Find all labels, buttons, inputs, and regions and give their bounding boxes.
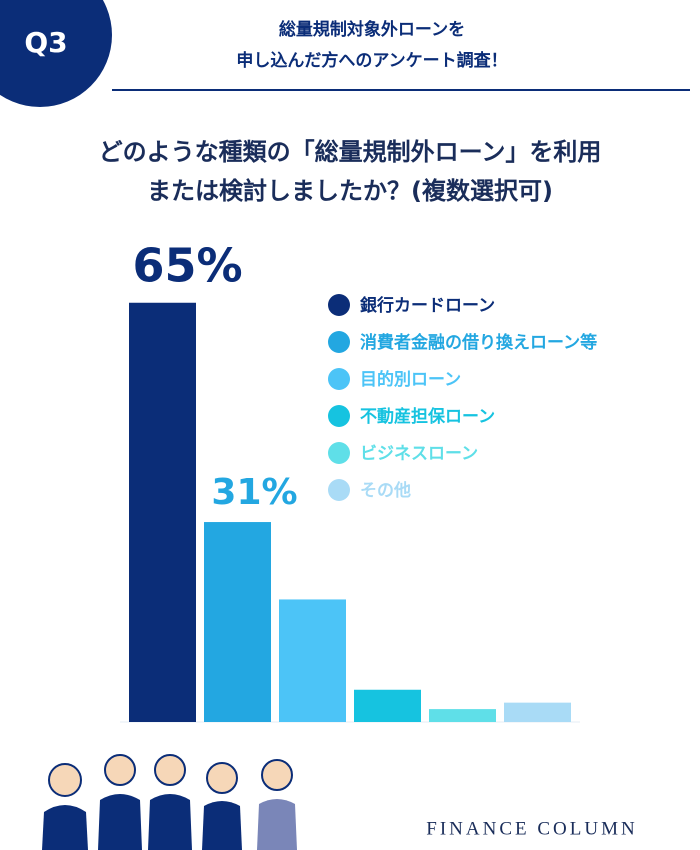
bar xyxy=(354,689,421,722)
legend-label: 消費者金融の借り換えローン等 xyxy=(360,332,597,353)
badge-circle xyxy=(0,0,112,107)
person xyxy=(202,762,242,850)
person xyxy=(257,759,297,850)
bar xyxy=(129,302,196,722)
chart-title: どのような種類の「総量規制外ローン」を利用 xyxy=(99,138,602,166)
bar xyxy=(204,522,271,722)
bar xyxy=(429,709,496,722)
bar xyxy=(504,702,571,722)
value-label: 65% xyxy=(132,238,242,292)
person xyxy=(42,763,88,850)
header-line: 総量規制対象外ローンを xyxy=(279,19,465,40)
legend-marker xyxy=(328,368,350,390)
value-label: 31% xyxy=(211,472,297,513)
legend-label: ビジネスローン xyxy=(360,444,478,464)
people xyxy=(42,754,297,850)
legend-label: その他 xyxy=(360,480,411,501)
legend-label: 銀行カードローン xyxy=(360,295,495,316)
legend-marker xyxy=(328,331,350,353)
footer: FINANCE COLUMN xyxy=(426,818,637,839)
legend-marker xyxy=(328,405,350,427)
legend-marker xyxy=(328,479,350,501)
person xyxy=(98,754,142,850)
chart-title: または検討しましたか？(複数選択可) xyxy=(147,177,553,205)
header-line: 申し込んだ方へのアンケート調査！ xyxy=(236,50,507,71)
legend-marker xyxy=(328,442,350,464)
bar xyxy=(279,599,346,722)
legend-marker xyxy=(328,294,350,316)
legend-label: 目的別ローン xyxy=(360,369,461,390)
person xyxy=(148,754,192,850)
legend-label: 不動産担保ローン xyxy=(360,406,495,427)
badge: Q3 xyxy=(24,26,67,59)
